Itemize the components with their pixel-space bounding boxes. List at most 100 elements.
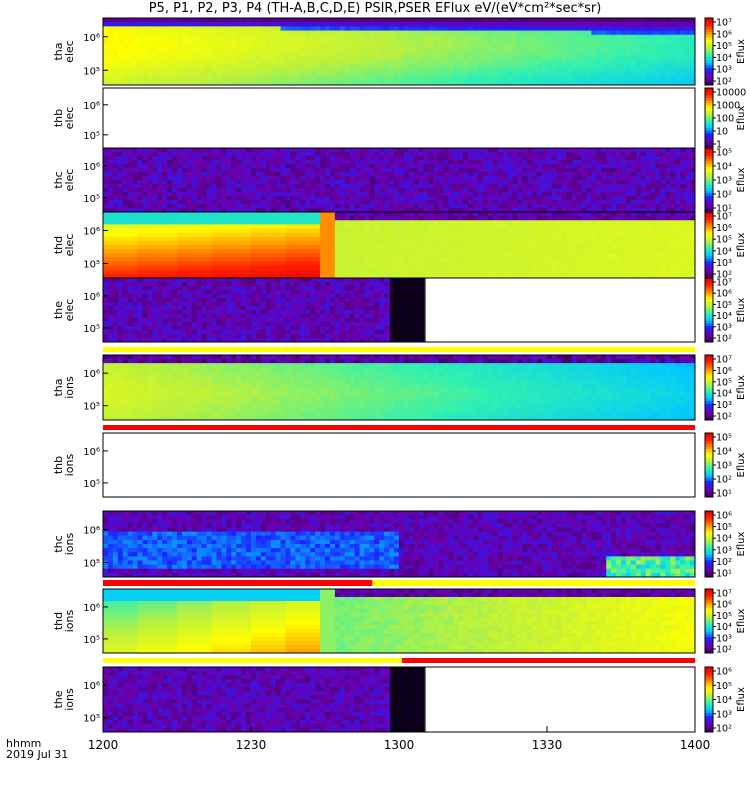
heatmap-cell <box>152 212 158 217</box>
heatmap-cell <box>349 188 355 193</box>
heatmap-cell <box>147 68 153 73</box>
heatmap-cell <box>665 80 671 86</box>
heatmap-cell <box>132 265 138 271</box>
heatmap-cell <box>487 200 494 205</box>
heatmap-cell <box>344 265 351 271</box>
heatmap-cell <box>630 76 637 82</box>
heatmap-cell <box>300 68 306 73</box>
heatmap-cell <box>147 34 153 40</box>
heatmap-cell <box>107 192 114 197</box>
heatmap-cell <box>112 64 119 69</box>
heatmap-cell <box>640 188 647 193</box>
heatmap-cell <box>186 156 193 161</box>
heatmap-cell <box>177 68 183 73</box>
heatmap-cell <box>206 22 212 27</box>
heatmap-cell <box>290 249 296 254</box>
heatmap-cell <box>468 200 474 205</box>
heatmap-cell <box>596 34 602 40</box>
heatmap-cell <box>542 26 548 31</box>
heatmap-cell <box>181 245 188 250</box>
heatmap-cell <box>408 200 415 205</box>
heatmap-cell <box>285 192 291 197</box>
heatmap-cell <box>655 59 661 65</box>
heatmap-cell <box>359 236 365 242</box>
heatmap-cell <box>675 200 681 205</box>
heatmap-cell <box>458 47 464 52</box>
heatmap-cell <box>329 212 336 217</box>
heatmap-cell <box>300 196 306 201</box>
colorbar-segment <box>705 88 713 91</box>
heatmap-cell <box>433 38 439 44</box>
heatmap-cell <box>216 196 222 201</box>
heatmap-cell <box>369 212 375 217</box>
heatmap-cell <box>157 220 163 225</box>
heatmap-cell <box>645 34 651 40</box>
heatmap-cell <box>384 269 390 275</box>
heatmap-cell <box>374 200 380 205</box>
heatmap-cell <box>211 64 217 69</box>
heatmap-cell <box>112 172 119 177</box>
heatmap-cell <box>290 43 296 48</box>
heatmap-cell <box>251 245 257 250</box>
colorbar-segment <box>705 62 713 66</box>
heatmap-cell <box>611 18 617 23</box>
heatmap-cell <box>408 196 415 201</box>
heatmap-cell <box>616 68 622 73</box>
heatmap-cell <box>616 30 622 36</box>
heatmap-cell <box>601 22 607 27</box>
heatmap-cell <box>265 176 272 181</box>
heatmap-cell <box>389 212 395 217</box>
heatmap-cell <box>418 51 425 57</box>
heatmap-cell <box>103 249 109 254</box>
heatmap-cell <box>251 156 257 161</box>
heatmap-cell <box>655 188 661 193</box>
heatmap-cell <box>527 47 533 52</box>
heatmap-cell <box>172 148 178 153</box>
heatmap-cell <box>305 152 311 157</box>
heatmap-cell <box>463 18 469 23</box>
heatmap-cell <box>359 204 365 209</box>
heatmap-cell <box>655 192 661 197</box>
heatmap-cell <box>413 22 420 27</box>
heatmap-cell <box>132 261 138 267</box>
heatmap-cell <box>334 43 341 48</box>
heatmap-cell <box>107 160 114 165</box>
heatmap-cell <box>305 204 311 209</box>
heatmap-cell <box>320 253 326 258</box>
heatmap-cell <box>181 249 188 254</box>
heatmap-cell <box>344 188 351 193</box>
heatmap-cell <box>394 38 400 44</box>
heatmap-cell <box>334 76 341 82</box>
heatmap-cell <box>384 152 390 157</box>
heatmap-cell <box>443 68 449 73</box>
heatmap-cell <box>226 232 232 238</box>
heatmap-cell <box>206 59 212 65</box>
heatmap-cell <box>394 224 400 229</box>
heatmap-cell <box>690 18 696 23</box>
heatmap-cell <box>408 22 415 27</box>
heatmap-cell <box>310 72 316 78</box>
heatmap-cell <box>285 228 291 234</box>
heatmap-cell <box>537 168 543 173</box>
heatmap-cell <box>241 47 247 52</box>
heatmap-cell <box>359 224 365 229</box>
heatmap-cell <box>127 156 133 161</box>
heatmap-cell <box>142 269 148 275</box>
heatmap-cell <box>107 26 114 31</box>
heatmap-cell <box>305 172 311 177</box>
heatmap-cell <box>665 76 671 82</box>
heatmap-cell <box>315 245 321 250</box>
heatmap-cell <box>196 232 203 238</box>
heatmap-cell <box>137 55 143 61</box>
heatmap-cell <box>428 172 434 177</box>
heatmap-cell <box>423 72 429 78</box>
heatmap-cell <box>260 220 267 225</box>
heatmap-cell <box>127 257 133 262</box>
heatmap-cell <box>561 43 568 48</box>
heatmap-cell <box>211 196 217 201</box>
heatmap-cell <box>601 204 607 209</box>
heatmap-cell <box>290 208 296 213</box>
heatmap-cell <box>334 184 341 189</box>
heatmap-cell <box>211 253 217 258</box>
heatmap-cell <box>556 43 563 48</box>
